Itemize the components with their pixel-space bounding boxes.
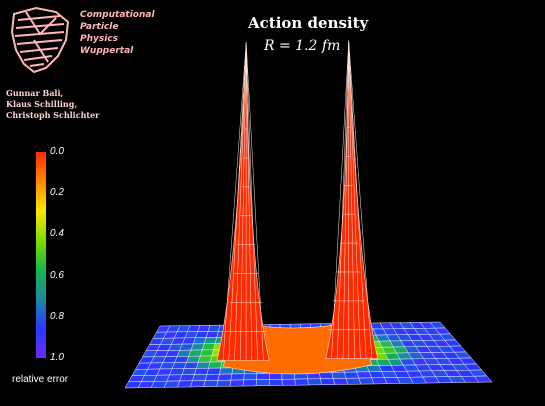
- surface-grid-cell: [177, 380, 193, 388]
- authors: Gunnar Bali, Klaus Schilling, Christoph …: [6, 88, 99, 121]
- author-line-2: Klaus Schilling,: [6, 99, 78, 109]
- surface-grid-cell: [188, 349, 203, 357]
- surface-grid-cell: [256, 373, 270, 380]
- peak-1: [216, 42, 270, 361]
- surface-grid-cell: [203, 337, 218, 345]
- surface-grid-cell: [331, 371, 347, 379]
- surface-grid-cell: [190, 380, 206, 388]
- colorbar-tick-1: 0.2: [50, 187, 64, 198]
- surface-grid-cell: [281, 378, 296, 386]
- surface-grid-cell: [181, 368, 197, 376]
- surface-grid-cell: [269, 372, 283, 380]
- surface-grid-cell: [179, 374, 195, 382]
- surface-grid-cell: [230, 373, 245, 381]
- surface-grid-cell: [183, 362, 199, 369]
- surface-grid-cell: [307, 378, 322, 386]
- peak-mesh-line: [245, 42, 253, 361]
- surface-grid-cell: [242, 379, 257, 387]
- peak-mesh-line: [222, 42, 247, 361]
- surface-grid-cell: [217, 373, 233, 381]
- peak-mesh-line: [348, 40, 367, 359]
- peak-mesh-line: [348, 40, 361, 359]
- peak-mesh-line: [245, 42, 264, 361]
- peak-mesh-line: [240, 42, 247, 361]
- surface-grid-cell: [343, 371, 360, 379]
- colorbar-tick-2: 0.4: [50, 228, 64, 239]
- wuppertal-logo-icon: [10, 6, 70, 74]
- group-line-2: Particle: [80, 22, 119, 32]
- peak-mesh-line: [228, 42, 247, 361]
- surface-grid-cell: [318, 372, 334, 379]
- peak-2: [325, 40, 379, 360]
- surface-grid-cell: [332, 378, 349, 385]
- peak-mesh-line: [337, 40, 349, 359]
- surface-grid-cell: [192, 374, 208, 382]
- surface-grid-cell: [203, 380, 219, 387]
- surface-grid-cell: [190, 343, 205, 351]
- surface-grid-cell: [345, 377, 362, 385]
- colorbar-tick-0: 0.0: [50, 146, 64, 157]
- surface-grid-cell: [243, 373, 258, 381]
- surface-grid-cell: [206, 367, 222, 375]
- surface-grid-cell: [194, 367, 209, 375]
- colorbar-tick-5: 1.0: [50, 352, 64, 363]
- peak-mesh-line: [331, 40, 349, 359]
- surface-grid-cell: [199, 349, 214, 357]
- colorbar-tick-4: 0.8: [50, 311, 64, 322]
- colorbar-label: relative error: [12, 374, 69, 385]
- surface-grid-cell: [166, 374, 183, 382]
- group-line-3: Physics: [80, 34, 119, 44]
- surface-grid-cell: [216, 379, 232, 387]
- surface-grid-cell: [294, 378, 309, 386]
- surface-grid-cell: [204, 373, 220, 381]
- group-name: Computational Particle Physics Wuppertal: [80, 9, 155, 57]
- peak-mesh-line: [342, 40, 349, 359]
- surface-grid-cell: [208, 361, 223, 369]
- colorbar-gradient: [36, 152, 46, 358]
- surface-grid-cell: [196, 361, 211, 369]
- chart-title: Action density: [248, 14, 369, 32]
- group-line-1: Computational: [80, 10, 155, 20]
- surface-grid-cell: [163, 380, 181, 388]
- peak-mesh-line: [348, 40, 355, 359]
- colorbar-tick-3: 0.6: [50, 270, 64, 281]
- group-line-4: Wuppertal: [80, 46, 134, 56]
- surface-grid-cell: [201, 343, 216, 351]
- surface-grid-cell: [229, 379, 244, 387]
- surface-grid-cell: [268, 379, 283, 386]
- surface-grid-cell: [255, 379, 270, 387]
- surface-grid-cell: [219, 367, 234, 375]
- author-line-3: Christoph Schlichter: [6, 110, 100, 120]
- colorbar: [36, 152, 46, 358]
- surface-grid-cell: [205, 331, 219, 338]
- surface-grid-cell: [320, 378, 336, 386]
- peak-mesh-line: [245, 42, 258, 361]
- peak-mesh-line: [234, 42, 247, 361]
- surface-grid-cell: [186, 355, 201, 363]
- author-line-1: Gunnar Bali,: [6, 88, 64, 98]
- peak-mesh-line: [348, 40, 373, 359]
- surface-grid-cell: [207, 324, 221, 332]
- surface-grid-cell: [473, 375, 493, 383]
- chart-subtitle: R = 1.2 fm: [264, 38, 341, 54]
- surface-grid-cell: [197, 355, 213, 363]
